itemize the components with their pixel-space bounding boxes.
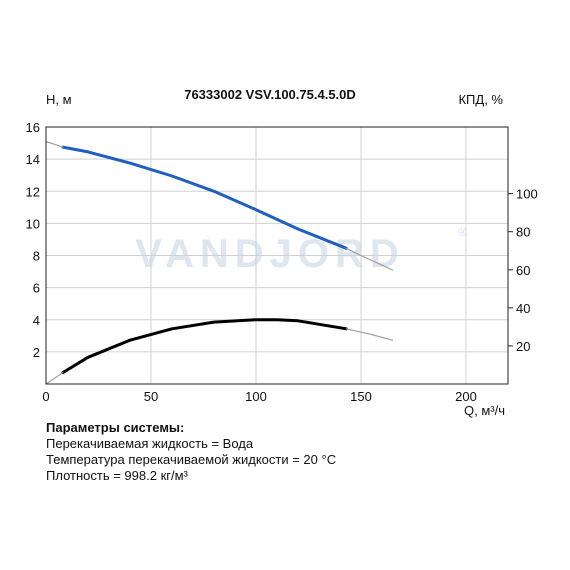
param-density: Плотность = 998.2 кг/м³ <box>46 468 188 483</box>
x-axis-title: Q, м³/ч <box>464 403 505 418</box>
y-tick-label: 10 <box>26 216 40 231</box>
y2-tick-label: 100 <box>516 187 538 202</box>
watermark-registered-mark: ® <box>458 225 467 239</box>
y2-tick-label: 20 <box>516 339 530 354</box>
y-tick-label: 12 <box>26 184 40 199</box>
y-tick-label: 6 <box>33 281 40 296</box>
efficiency-curve-extension-right <box>345 328 394 341</box>
y-tick-label: 14 <box>26 152 40 167</box>
x-tick-label: 100 <box>245 389 267 404</box>
x-tick-label: 150 <box>350 389 372 404</box>
tick-labels: 0 50 100 150 200 2 4 6 8 10 12 14 16 20 40 60 80 100 <box>26 120 538 404</box>
system-parameters-title: Параметры системы: <box>46 420 185 435</box>
plot-frame <box>45 126 509 385</box>
y-tick-label: 4 <box>33 313 40 328</box>
head-curve <box>61 145 348 250</box>
param-liquid: Перекачиваемая жидкость = Вода <box>46 436 254 451</box>
x-tick-label: 0 <box>42 389 49 404</box>
system-parameters: Параметры системы: Перекачиваемая жидкос… <box>46 420 336 484</box>
watermark-logo: VANDJORD <box>135 232 405 276</box>
head-curve-extension-left <box>45 140 64 148</box>
y-tick-label: 16 <box>26 120 40 135</box>
y2-tick-label: 40 <box>516 301 530 316</box>
x-tick-label: 200 <box>455 389 477 404</box>
x-tick-label: 50 <box>144 389 158 404</box>
head-curve-extension-right <box>345 247 394 271</box>
efficiency-curve <box>61 318 348 375</box>
axes <box>45 126 513 385</box>
y2-axis-title: КПД, % <box>458 92 503 107</box>
series <box>45 140 394 385</box>
chart-title: 76333002 VSV.100.75.4.5.0D <box>184 87 356 102</box>
param-temperature: Температура перекачиваемой жидкости = 20… <box>46 452 337 467</box>
y2-tick-label: 60 <box>516 263 530 278</box>
y-tick-label: 8 <box>33 249 40 264</box>
y2-tick-label: 80 <box>516 225 530 240</box>
efficiency-curve-extension-left <box>45 372 64 385</box>
y-tick-label: 2 <box>33 345 40 360</box>
y-axis-title: H, м <box>46 92 72 107</box>
